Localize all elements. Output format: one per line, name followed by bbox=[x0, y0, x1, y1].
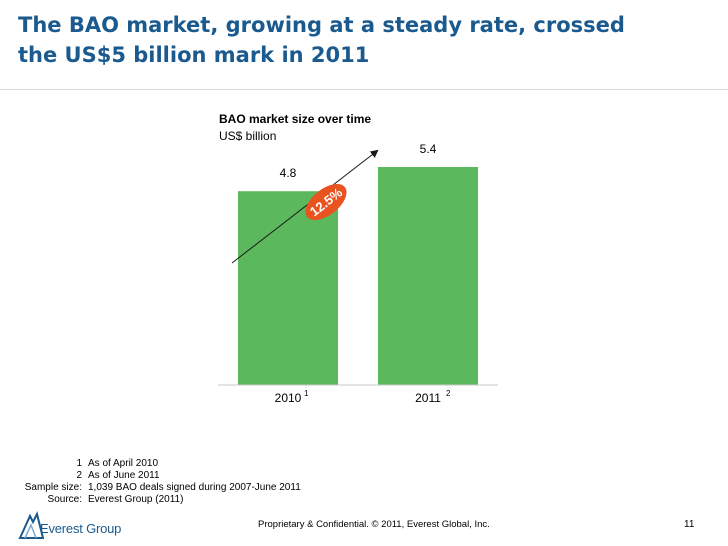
category-superscript-2011: 2 bbox=[446, 389, 451, 398]
chart-title: BAO market size over time bbox=[219, 112, 372, 126]
footnotes: 1 As of April 2010 2 As of June 2011 Sampl… bbox=[0, 458, 301, 506]
footnote-row: Source: Everest Group (2011) bbox=[0, 494, 301, 506]
bar-2010 bbox=[238, 191, 338, 385]
title-divider bbox=[0, 89, 728, 90]
category-label-2011: 2011 bbox=[415, 391, 441, 405]
category-label-2010: 2010 bbox=[275, 391, 302, 405]
footnote-text: 1,039 BAO deals signed during 2007-June … bbox=[88, 482, 301, 493]
slide-title-line-1: The BAO market, growing at a steady rate… bbox=[18, 13, 625, 37]
category-superscript-2010: 1 bbox=[304, 389, 309, 398]
footnote-key: 1 bbox=[76, 458, 82, 469]
slide-title: The BAO market, growing at a steady rate… bbox=[18, 10, 718, 70]
footnote-text: Everest Group (2011) bbox=[88, 494, 184, 505]
footnote-row: 2 As of June 2011 bbox=[0, 470, 301, 482]
data-label-2010: 4.8 bbox=[280, 166, 297, 180]
footnote-row: 1 As of April 2010 bbox=[0, 458, 301, 470]
footnote-key: Source: bbox=[47, 494, 82, 505]
bar-2011 bbox=[378, 167, 478, 385]
chart-heading: BAO market size over time US$ billion bbox=[219, 111, 371, 145]
footnote-key: 2 bbox=[76, 470, 82, 481]
data-label-2011: 5.4 bbox=[420, 142, 437, 156]
slide-title-line-2: the US$5 billion mark in 2011 bbox=[18, 43, 370, 67]
growth-arrow bbox=[231, 149, 379, 264]
footnote-text: As of June 2011 bbox=[88, 470, 160, 481]
footnote-text: As of April 2010 bbox=[88, 458, 159, 469]
page-number: 11 bbox=[684, 519, 695, 530]
confidential-notice: Proprietary & Confidential. © 2011, Ever… bbox=[258, 519, 490, 530]
logo-text: Everest Group bbox=[40, 521, 122, 536]
footnote-key: Sample size: bbox=[24, 482, 82, 493]
everest-logo-icon bbox=[18, 511, 44, 539]
footnote-row: Sample size: 1,039 BAO deals signed durin… bbox=[0, 482, 301, 494]
chart-subtitle: US$ billion bbox=[219, 129, 277, 143]
